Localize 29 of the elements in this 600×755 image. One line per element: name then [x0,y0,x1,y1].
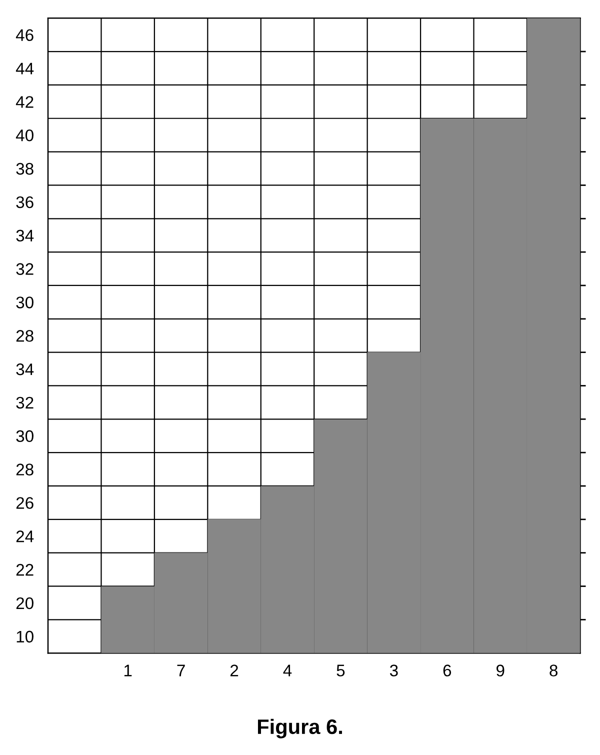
category-label: 32 [16,396,34,409]
category-label: 22 [16,564,34,576]
category-label: 38 [16,162,34,175]
category-label: 30 [16,296,34,308]
category-label: 24 [16,530,34,542]
x-tick-label: 5 [336,664,345,676]
x-tick-label: 7 [177,664,185,676]
category-label: 40 [16,129,34,142]
x-tick-label: 2 [230,664,238,676]
category-label: 32 [16,263,34,275]
category-label: 42 [16,96,34,108]
x-tick-label: 3 [390,664,398,676]
category-label: 34 [16,230,34,242]
category-label: 26 [16,497,34,509]
x-tick-label: 6 [443,664,452,676]
x-tick-label: 4 [283,664,292,676]
category-label: 10 [16,630,34,643]
category-label: 46 [16,29,34,42]
category-label: 44 [16,62,34,74]
text: Figura 6. [258,718,342,738]
x-tick-label: 8 [550,664,558,676]
category-label: 20 [16,597,34,610]
x-tick-label: 9 [496,664,504,676]
category-label: 28 [16,330,34,342]
category-label: 36 [16,196,34,208]
category-label: 30 [16,430,34,442]
x-tick-label: 1 [124,664,132,676]
category-label: 28 [16,464,34,476]
category-label: 34 [16,363,34,376]
